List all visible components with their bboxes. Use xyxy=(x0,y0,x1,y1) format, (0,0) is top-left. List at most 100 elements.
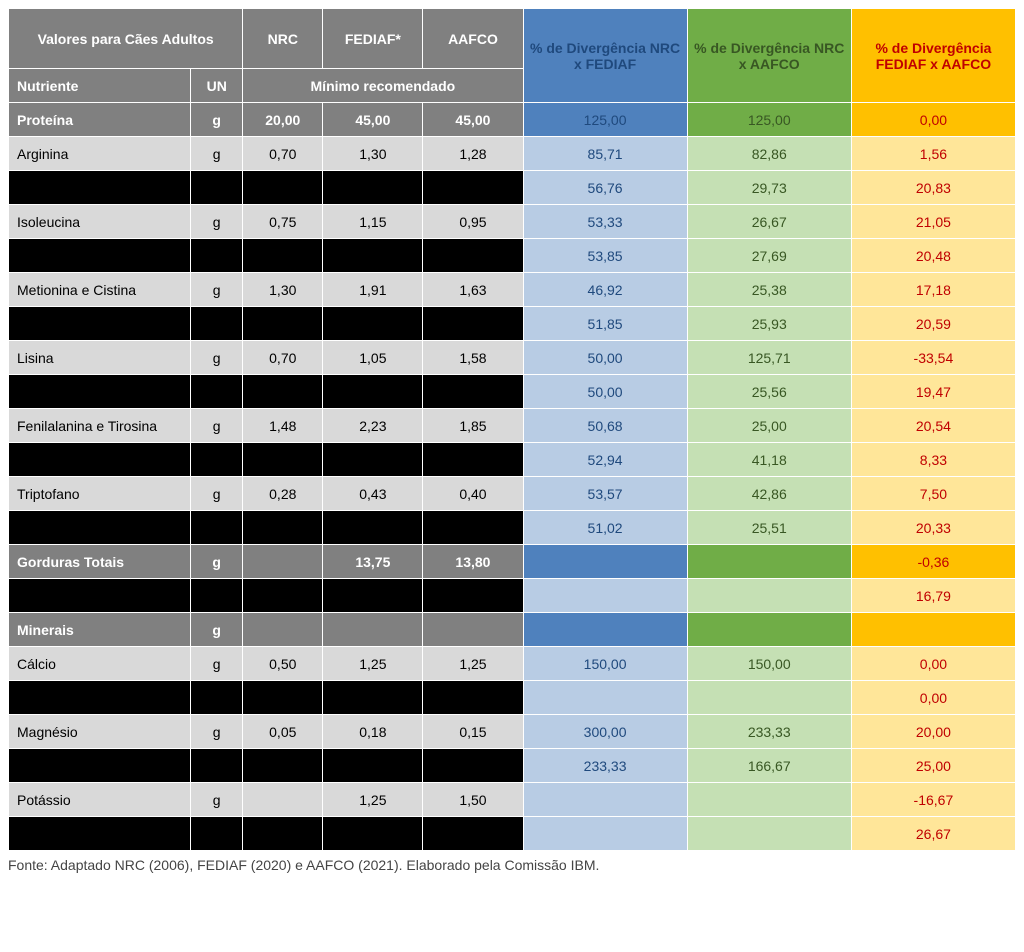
cell-div3: 21,05 xyxy=(851,205,1015,239)
cell-nutriente: Valina xyxy=(9,511,191,545)
table-row: Clorog0,380,3026,67 xyxy=(9,817,1016,851)
cell-div3: -33,54 xyxy=(851,341,1015,375)
cell-div1 xyxy=(523,681,687,715)
cell-aafco: 1,13 xyxy=(423,375,523,409)
col-min: Mínimo recomendado xyxy=(243,69,523,103)
cell-nutriente: Cloro xyxy=(9,817,191,851)
cell-div3: 20,83 xyxy=(851,171,1015,205)
cell-aafco: 1,28 xyxy=(423,137,523,171)
cell-nutriente: Fenilalanina xyxy=(9,375,191,409)
cell-nrc: 20,00 xyxy=(243,103,323,137)
cell-nrc: 0,03 xyxy=(243,749,323,783)
cell-un: g xyxy=(191,205,243,239)
cell-un: g xyxy=(191,681,243,715)
cell-div2 xyxy=(687,681,851,715)
cell-div2: 25,56 xyxy=(687,375,851,409)
cell-div2: 150,00 xyxy=(687,647,851,681)
cell-div3: 20,48 xyxy=(851,239,1015,273)
cell-nutriente: Fenilalanina e Tirosina xyxy=(9,409,191,443)
cell-div2: 42,86 xyxy=(687,477,851,511)
cell-div3: 8,33 xyxy=(851,443,1015,477)
cell-un: g xyxy=(191,511,243,545)
cell-un: g xyxy=(191,239,243,273)
table-row: Gorduras Totaisg13,7513,80-0,36 xyxy=(9,545,1016,579)
cell-div3: -16,67 xyxy=(851,783,1015,817)
cell-div3: 20,33 xyxy=(851,511,1015,545)
cell-div3: 25,00 xyxy=(851,749,1015,783)
cell-fediaf: 1,48 xyxy=(323,511,423,545)
cell-nutriente: Arginina xyxy=(9,137,191,171)
cell-nutriente: Magnésio xyxy=(9,715,191,749)
cell-div3: 0,00 xyxy=(851,647,1015,681)
cell-fediaf: 45,00 xyxy=(323,103,423,137)
cell-nrc xyxy=(243,613,323,647)
table-row: Histidinag0,370,580,4856,7629,7320,83 xyxy=(9,171,1016,205)
cell-fediaf: 0,43 xyxy=(323,477,423,511)
cell-fediaf: 1,30 xyxy=(323,137,423,171)
table-row: Proteínag20,0045,0045,00125,00125,000,00 xyxy=(9,103,1016,137)
cell-div2: 166,67 xyxy=(687,749,851,783)
cell-aafco: 1,70 xyxy=(423,307,523,341)
cell-div1: 300,00 xyxy=(523,715,687,749)
cell-nutriente: Fósforo xyxy=(9,681,191,715)
footer-text: Fonte: Adaptado NRC (2006), FEDIAF (2020… xyxy=(8,851,1016,873)
cell-nutriente: Leucina xyxy=(9,307,191,341)
cell-div2: 233,33 xyxy=(687,715,851,749)
cell-un: g xyxy=(191,749,243,783)
cell-nutriente: Isoleucina xyxy=(9,205,191,239)
col-div3: % de Divergência FEDIAF x AAFCO xyxy=(851,9,1015,103)
cell-aafco: 2,80 xyxy=(423,579,523,613)
table-row: Fenilalanina e Tirosinag1,482,231,8550,6… xyxy=(9,409,1016,443)
cell-aafco: 0,83 xyxy=(423,239,523,273)
cell-nrc: 1,35 xyxy=(243,307,323,341)
cell-fediaf xyxy=(323,613,423,647)
col-aafco: AAFCO xyxy=(423,9,523,69)
cell-fediaf: 1,30 xyxy=(323,443,423,477)
cell-fediaf: 13,75 xyxy=(323,545,423,579)
cell-un: g xyxy=(191,103,243,137)
cell-nrc: 1,30 xyxy=(243,273,323,307)
cell-div1: 233,33 xyxy=(523,749,687,783)
cell-div3: 26,67 xyxy=(851,817,1015,851)
cell-div2 xyxy=(687,545,851,579)
table-row: Metioninag0,651,000,8353,8527,6920,48 xyxy=(9,239,1016,273)
cell-un: g xyxy=(191,409,243,443)
cell-nrc xyxy=(243,783,323,817)
table-row: Cálciog0,501,251,25150,00150,000,00 xyxy=(9,647,1016,681)
cell-div1: 56,76 xyxy=(523,171,687,205)
table-row: Isoleucinag0,751,150,9553,3326,6721,05 xyxy=(9,205,1016,239)
cell-fediaf: 0,03 xyxy=(323,749,423,783)
cell-aafco: 0,95 xyxy=(423,205,523,239)
cell-aafco: 1,25 xyxy=(423,647,523,681)
cell-div1: 53,57 xyxy=(523,477,687,511)
cell-div2 xyxy=(687,817,851,851)
cell-nutriente: Metionina e Cistina xyxy=(9,273,191,307)
cell-div3: 0,00 xyxy=(851,103,1015,137)
cell-div3 xyxy=(851,613,1015,647)
cell-div3: 7,50 xyxy=(851,477,1015,511)
cell-nrc xyxy=(243,579,323,613)
cell-un: g xyxy=(191,613,243,647)
cell-aafco: 45,00 xyxy=(423,103,523,137)
table-row: Triptofanog0,280,430,4053,5742,867,50 xyxy=(9,477,1016,511)
cell-div1: 50,68 xyxy=(523,409,687,443)
cell-div3: 17,18 xyxy=(851,273,1015,307)
cell-div2: 125,00 xyxy=(687,103,851,137)
cell-nrc xyxy=(243,545,323,579)
cell-div2: 27,69 xyxy=(687,239,851,273)
cell-un: g xyxy=(191,715,243,749)
cell-un: g xyxy=(191,341,243,375)
cell-nutriente: Proteína xyxy=(9,103,191,137)
cell-div1: 85,71 xyxy=(523,137,687,171)
table-row: Mineraisg xyxy=(9,613,1016,647)
cell-nutriente: Triptofano xyxy=(9,477,191,511)
cell-nrc: 0,37 xyxy=(243,171,323,205)
cell-div2: 29,73 xyxy=(687,171,851,205)
cell-div1: 51,85 xyxy=(523,307,687,341)
cell-div3: -0,36 xyxy=(851,545,1015,579)
cell-div1: 53,85 xyxy=(523,239,687,273)
cell-un: g xyxy=(191,545,243,579)
cell-nrc: 0,98 xyxy=(243,511,323,545)
table-row: Valinag0,981,481,2351,0225,5120,33 xyxy=(9,511,1016,545)
cell-aafco: 1,85 xyxy=(423,409,523,443)
